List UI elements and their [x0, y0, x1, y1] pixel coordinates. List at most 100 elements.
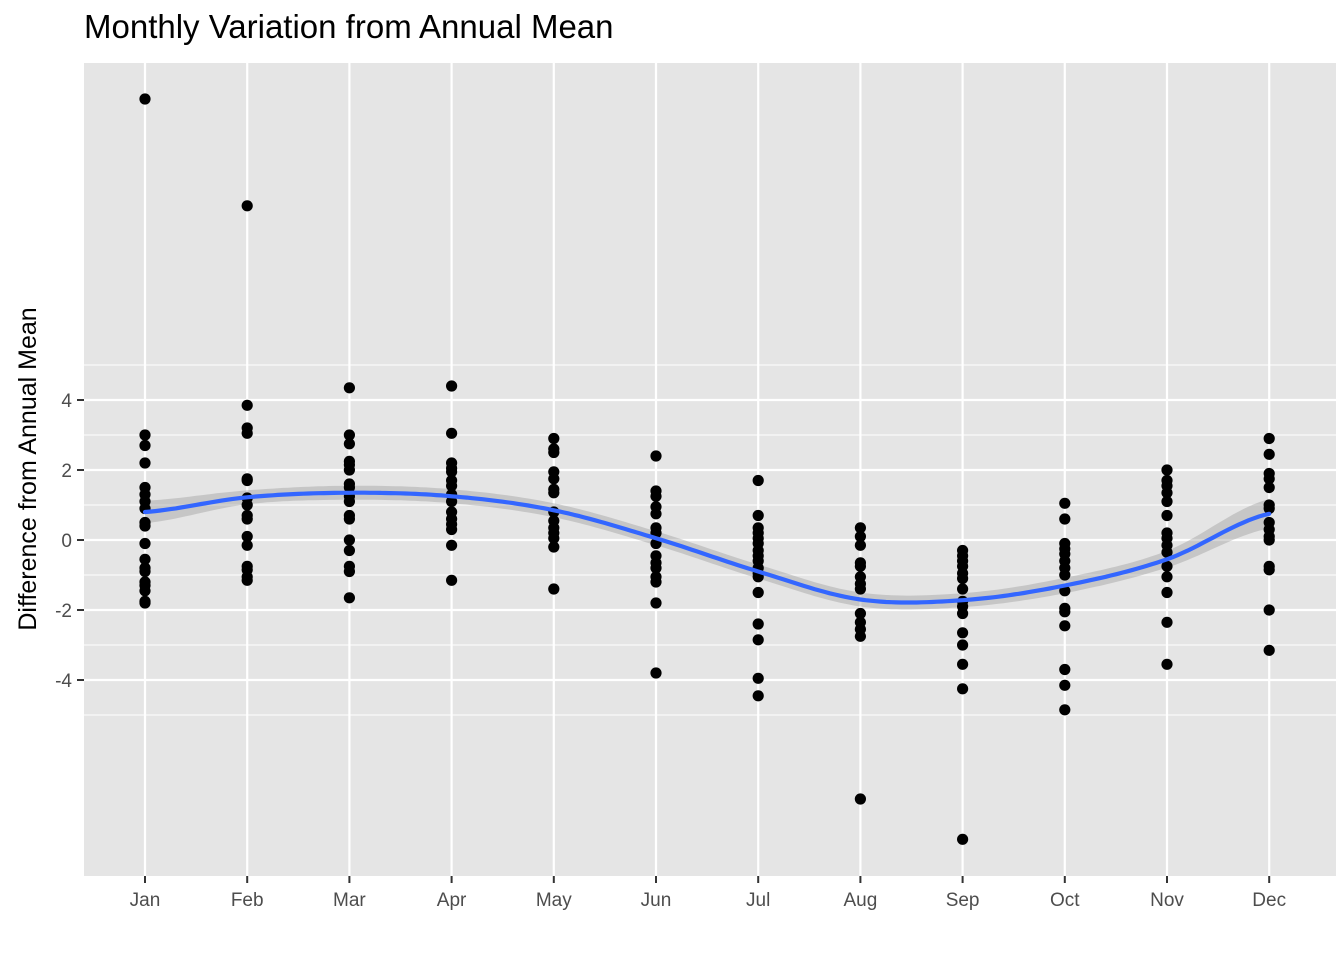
data-point-may [548, 541, 560, 553]
data-point-dec [1263, 502, 1275, 515]
data-point-may [548, 583, 560, 595]
data-point-oct [1059, 704, 1071, 716]
data-point-nov [1161, 560, 1173, 572]
data-point-apr [446, 539, 458, 551]
x-tick-label-oct: Oct [1050, 890, 1080, 911]
data-point-aug [854, 583, 867, 595]
y-tick-label: 2 [61, 461, 72, 482]
smooth-line-layer [142, 490, 1272, 605]
data-point-feb [241, 474, 253, 487]
data-point-feb [241, 539, 253, 551]
data-point-mar [343, 544, 355, 557]
data-point-jun [650, 508, 662, 520]
x-tick-label-sep: Sep [946, 890, 980, 911]
data-point-mar [343, 534, 355, 546]
data-point-jul [752, 586, 764, 599]
data-point-jan [139, 457, 151, 469]
data-point-nov [1161, 616, 1173, 628]
data-point-sep [957, 583, 969, 595]
data-points [139, 93, 1275, 845]
data-point-nov [1161, 464, 1173, 476]
data-point-dec [1263, 604, 1275, 616]
data-point-apr [446, 480, 458, 492]
data-point-oct [1059, 620, 1071, 632]
data-point-apr [446, 427, 458, 439]
data-point-feb [241, 399, 253, 411]
data-point-dec [1263, 644, 1275, 656]
data-point-aug [854, 630, 867, 642]
x-tick-label-mar: Mar [333, 890, 366, 911]
data-point-jan [139, 537, 151, 550]
data-point-aug [854, 530, 867, 543]
data-point-nov [1161, 487, 1173, 499]
data-point-apr [446, 466, 458, 478]
data-point-feb [241, 513, 253, 525]
data-point-oct [1059, 497, 1071, 509]
data-point-jan [139, 553, 151, 565]
data-point-dec [1263, 448, 1275, 460]
data-point-sep [957, 627, 969, 639]
data-point-aug [854, 607, 867, 620]
x-tick-label-feb: Feb [231, 890, 264, 911]
data-point-may [548, 487, 560, 499]
x-tick-label-jan: Jan [130, 890, 161, 911]
data-point-may [548, 532, 560, 544]
data-point-nov [1161, 495, 1173, 508]
y-tick-label: -4 [55, 671, 72, 692]
data-point-feb [241, 574, 253, 586]
data-point-sep [957, 658, 969, 670]
data-point-jul [752, 474, 764, 487]
data-point-dec [1263, 534, 1275, 546]
data-point-apr [446, 380, 458, 392]
data-point-aug [854, 522, 867, 534]
data-point-jan [139, 429, 151, 441]
data-point-mar [343, 481, 355, 494]
chart-title: Monthly Variation from Annual Mean [84, 8, 614, 45]
data-point-mar [343, 495, 355, 508]
data-point-mar [343, 438, 355, 450]
data-point-apr [446, 523, 458, 536]
data-point-oct [1059, 663, 1071, 676]
data-point-jul [752, 690, 764, 702]
data-point-feb [241, 499, 253, 511]
smooth-line [142, 490, 1272, 605]
data-point-jun [650, 490, 662, 502]
data-point-jun [650, 597, 662, 609]
x-tick-label-nov: Nov [1150, 890, 1184, 911]
data-point-nov [1161, 546, 1173, 558]
data-point-mar [343, 513, 355, 525]
data-point-jan [139, 565, 151, 578]
data-point-dec [1263, 473, 1275, 485]
data-point-jan [139, 520, 151, 532]
x-tick-label-apr: Apr [437, 890, 467, 911]
y-tick-label: -2 [55, 601, 72, 622]
x-tick-label-jul: Jul [746, 890, 770, 911]
data-point-jan [139, 585, 151, 597]
data-point-jul [752, 618, 764, 630]
data-point-dec [1263, 432, 1275, 445]
data-point-apr [446, 574, 458, 586]
data-point-nov [1161, 658, 1173, 670]
data-point-jun [650, 450, 662, 462]
axes: 4 2 0 -2 -4 Jan Feb Mar Apr May Jun Jul Aug Sep Oct Nov… [55, 391, 1286, 911]
data-point-nov [1161, 509, 1173, 522]
data-point-jul [752, 634, 764, 646]
data-point-feb [241, 427, 253, 439]
data-point-dec [1263, 564, 1275, 576]
data-point-feb [241, 530, 253, 543]
data-point-dec [1263, 481, 1275, 494]
grid-lines [84, 63, 1336, 876]
data-point-oct [1059, 679, 1071, 691]
data-point-jan [139, 93, 151, 105]
data-point-jun [650, 562, 662, 574]
data-point-apr [446, 495, 458, 508]
data-point-may [548, 473, 560, 485]
x-tick-label-jun: Jun [641, 890, 672, 911]
y-axis-label: Difference from Annual Mean [14, 307, 42, 630]
data-point-sep [957, 683, 969, 695]
x-tick-label-aug: Aug [843, 890, 877, 911]
x-tick-label-may: May [536, 890, 572, 911]
data-point-jul [752, 672, 764, 684]
data-point-oct [1059, 606, 1071, 618]
